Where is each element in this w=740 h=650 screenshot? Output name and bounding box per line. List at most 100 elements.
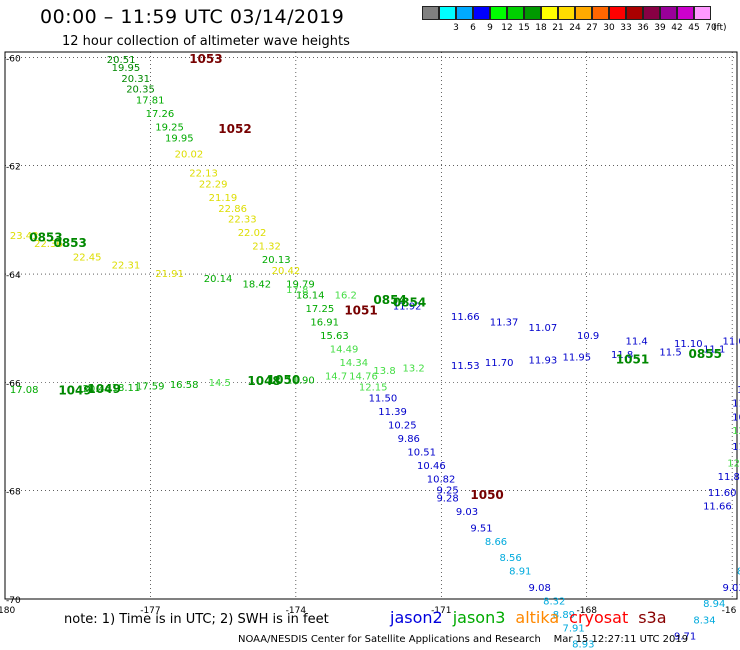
- wave-height-label: 22.02: [238, 228, 267, 239]
- wave-height-label: 8.66: [485, 537, 507, 548]
- pass-time-label: 0853: [29, 231, 62, 245]
- wave-height-label: 14.34: [339, 358, 368, 369]
- wave-height-label: 8.76: [737, 567, 740, 578]
- wave-height-label: 11.10: [674, 339, 703, 350]
- wave-height-label: 11.5: [659, 347, 681, 358]
- track-layer: 20.5119.9520.3120.3517.8117.2619.2519.95…: [10, 52, 740, 650]
- colorbar-label: 36: [637, 23, 649, 33]
- wave-height-label: 22.86: [218, 204, 247, 215]
- wave-height-label: 17.08: [10, 385, 39, 396]
- wave-height-label: 20.46: [83, 384, 112, 395]
- wave-height-label: 9.08: [529, 583, 551, 594]
- wave-height-label: 20.51: [107, 55, 136, 66]
- wave-height-label: 11.65: [732, 442, 740, 453]
- wave-height-label: 16.58: [170, 380, 199, 391]
- latitude-tick-label: -62: [6, 163, 21, 173]
- wave-height-label: 16.91: [310, 318, 339, 329]
- pass-time-label: 0855: [689, 347, 722, 361]
- colorbar-label: 39: [654, 23, 666, 33]
- wave-height-label: 11.50: [369, 393, 398, 404]
- colorbar-label: 12: [501, 23, 513, 33]
- wave-height-label: 9.03: [722, 583, 740, 594]
- wave-height-label: 17.81: [136, 95, 165, 106]
- wave-height-label: 11: [737, 385, 740, 396]
- wave-height-label: 20.02: [175, 150, 204, 161]
- pass-time-label: 1052: [218, 122, 251, 136]
- wave-height-label: 10.9: [577, 331, 599, 342]
- colorbar-unit: (ft): [713, 23, 727, 33]
- wave-height-label: 10.82: [427, 475, 456, 486]
- pass-time-label: 1051: [344, 304, 377, 318]
- wave-height-label: 9.28: [436, 494, 458, 505]
- colorbar-bin: [456, 6, 473, 20]
- wave-height-label: 11.8: [611, 350, 633, 361]
- colorbar-label: 18: [535, 23, 547, 33]
- wave-height-label: 18.14: [296, 290, 325, 301]
- wave-height-label: 10.51: [407, 447, 436, 458]
- wave-height-label: 22.36: [34, 239, 63, 250]
- wave-height-label: 11.93: [529, 355, 558, 366]
- latitude-tick-label: -60: [6, 54, 21, 64]
- pass-time-label: 0853: [53, 236, 86, 250]
- colorbar-label: 42: [671, 23, 683, 33]
- colorbar-label: 24: [569, 23, 581, 33]
- wave-height-label: 14.5: [209, 378, 231, 389]
- colorbar-bin: [575, 6, 592, 20]
- wave-height-label: 19.79: [286, 280, 315, 291]
- pass-time-label: 1050: [267, 373, 300, 387]
- pass-time-label: 1048: [247, 374, 280, 388]
- wave-height-label: 12.20: [732, 426, 740, 437]
- colorbar-label: 9: [487, 23, 493, 33]
- colorbar-label: 15: [518, 23, 530, 33]
- longitude-tick-label: -168: [577, 606, 598, 616]
- wave-height-label: 10.46: [417, 461, 446, 472]
- colorbar-bin: [660, 6, 677, 20]
- wave-height-label: 11.07: [529, 323, 558, 334]
- wave-height-label: 10.2: [732, 412, 740, 423]
- colorbar-bin: [609, 6, 626, 20]
- satellite-legend-cryosat: cryosat: [569, 608, 629, 627]
- wave-height-label: 11.4: [626, 336, 648, 347]
- wave-height-label: 11.83: [718, 472, 740, 483]
- wave-height-label: 22.45: [73, 253, 102, 264]
- wave-height-label: 9.03: [456, 507, 478, 518]
- wave-height-label: 14.76: [349, 372, 378, 383]
- wave-height-label: 11.66: [451, 312, 480, 323]
- wave-height-label: 17.25: [306, 304, 335, 315]
- wave-height-label: 21.32: [252, 242, 281, 253]
- wave-height-label: 11.92: [393, 301, 422, 312]
- satellite-legend-s3a: s3a: [638, 608, 667, 627]
- wave-height-label: 9.86: [398, 434, 420, 445]
- pass-time-label: 1049: [58, 383, 91, 397]
- wave-height-label: 15.63: [320, 331, 349, 342]
- longitude-tick-label: -180: [0, 606, 15, 616]
- latitude-tick-label: -68: [6, 488, 21, 498]
- wave-height-label: 21.19: [209, 193, 238, 204]
- wave-height-label: 22.29: [199, 179, 228, 190]
- wave-height-label: 8.91: [509, 567, 531, 578]
- wave-height-label: 20.42: [272, 266, 301, 277]
- footer-credit: NOAA/NESDIS Center for Satellite Applica…: [238, 634, 688, 645]
- map-title: 00:00 – 11:59 UTC 03/14/2019: [40, 6, 345, 28]
- wave-height-label: 20.13: [262, 255, 291, 266]
- colorbar-bin: [677, 6, 694, 20]
- satellite-legend: jason2 jason3 altika cryosat s3a: [390, 608, 677, 627]
- wave-height-label: 22.31: [112, 261, 141, 272]
- wave-height-label: 11.95: [562, 353, 591, 364]
- longitude-tick-label: -16: [722, 606, 737, 616]
- colorbar-bin: [422, 6, 439, 20]
- generation-timestamp: Mar 15 12:27:11 UTC 2019: [553, 634, 689, 645]
- latitude-tick-label: -66: [6, 379, 21, 389]
- colorbar-label: 30: [603, 23, 615, 33]
- wave-height-label: 14.49: [330, 345, 359, 356]
- pass-time-label: 0854: [393, 296, 426, 310]
- wave-height-label: 8.34: [693, 615, 715, 626]
- colorbar-label: 6: [470, 23, 476, 33]
- wave-height-label: 8.94: [703, 599, 725, 610]
- colorbar-bin: [626, 6, 643, 20]
- wave-height-label: 16.2: [335, 290, 357, 301]
- wave-height-label: 11.37: [490, 318, 519, 329]
- wave-height-label: 23.43: [10, 231, 39, 242]
- pass-time-label: 1051: [616, 352, 649, 366]
